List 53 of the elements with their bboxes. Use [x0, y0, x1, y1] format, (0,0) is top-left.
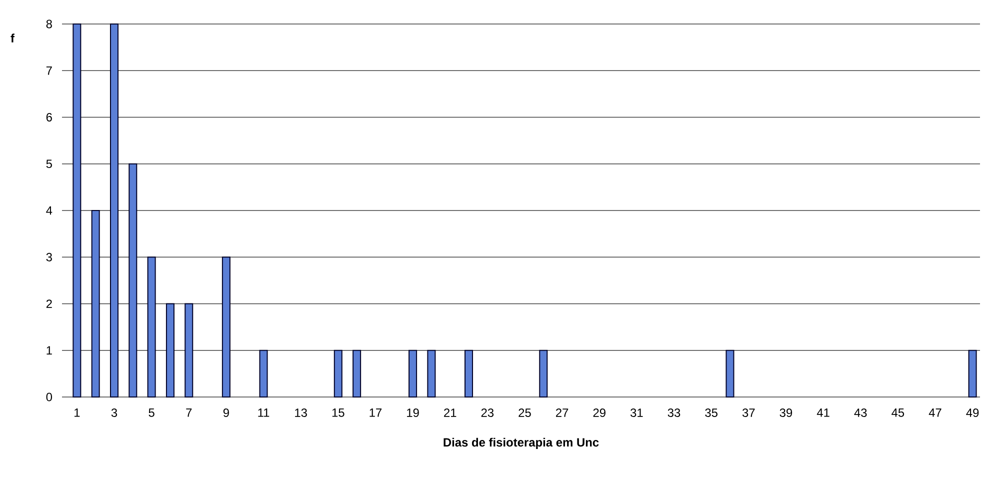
- bar: [147, 256, 156, 398]
- x-tick-label: 19: [407, 408, 419, 417]
- x-tick-label: 43: [854, 408, 867, 417]
- x-tick-label: 15: [332, 408, 344, 417]
- x-tick-label: 37: [742, 408, 755, 417]
- bar: [184, 303, 194, 398]
- y-tick-label: 3: [46, 252, 52, 262]
- x-tick-label: 5: [148, 408, 154, 417]
- bar: [539, 350, 548, 398]
- y-tick-label: 4: [46, 206, 52, 215]
- x-tick-label: 45: [892, 408, 904, 417]
- bar: [726, 350, 734, 398]
- bar: [91, 210, 100, 398]
- y-tick-label: 5: [46, 160, 52, 168]
- x-tick-label: 47: [928, 408, 942, 417]
- bar: [166, 303, 174, 398]
- x-tick-label: 17: [370, 408, 382, 417]
- x-tick-label: 27: [556, 408, 568, 417]
- x-tick-label: 7: [186, 408, 192, 417]
- x-tick-label: 25: [518, 408, 531, 417]
- bar: [464, 350, 474, 398]
- x-tick-label: 39: [780, 408, 792, 417]
- y-tick-label: 8: [46, 20, 52, 28]
- x-tick-label: 49: [966, 408, 979, 417]
- x-tick-label: 3: [111, 408, 118, 417]
- y-tick-label: 6: [46, 113, 52, 122]
- x-tick-label: 23: [481, 408, 494, 417]
- bar: [110, 24, 118, 398]
- x-tick-label: 13: [295, 408, 307, 417]
- y-axis-title: f: [10, 34, 14, 42]
- x-axis-title: Dias de fisioterapia em Unc: [444, 438, 599, 449]
- y-tick-label: 1: [46, 346, 52, 354]
- y-tick-label: 7: [46, 66, 52, 75]
- bar: [334, 350, 342, 398]
- bar: [427, 350, 436, 398]
- x-tick-label: 33: [668, 408, 680, 417]
- bar: [128, 163, 138, 398]
- bar: [259, 350, 268, 398]
- x-tick-label: 11: [258, 408, 270, 417]
- x-tick-label: 9: [223, 408, 229, 417]
- x-tick-label: 21: [444, 408, 456, 417]
- y-tick-label: 2: [46, 300, 52, 308]
- x-tick-label: 1: [74, 408, 80, 417]
- bar: [222, 256, 230, 398]
- bar: [72, 24, 82, 398]
- bar: [352, 350, 362, 398]
- bar: [408, 350, 418, 398]
- x-tick-label: 31: [630, 408, 643, 417]
- x-tick-label: 35: [705, 408, 718, 417]
- x-tick-label: 29: [593, 408, 606, 417]
- y-tick-label: 0: [46, 392, 52, 402]
- bar: [968, 350, 977, 398]
- x-tick-label: 41: [816, 408, 830, 417]
